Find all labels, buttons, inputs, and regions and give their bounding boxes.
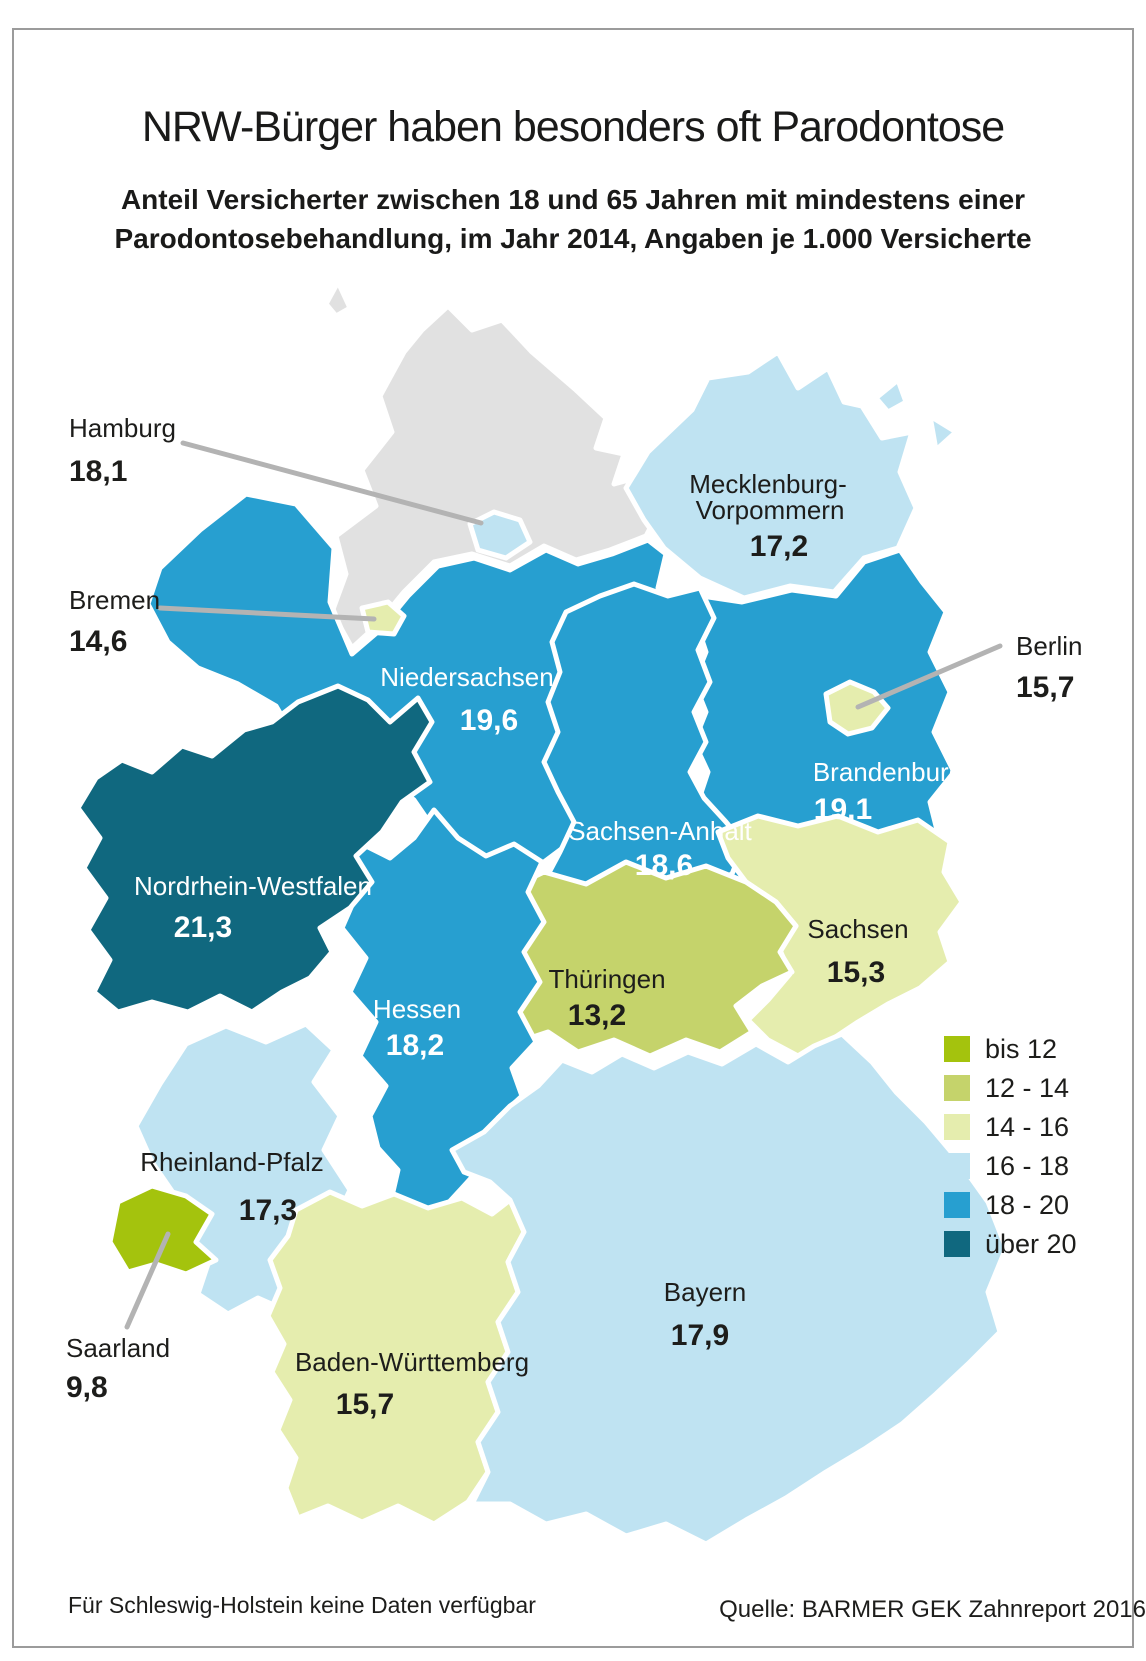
legend-swatch-14-16 (944, 1114, 970, 1140)
saarland-value: 9,8 (66, 1371, 108, 1404)
footnote: Für Schleswig-Holstein keine Daten verfü… (68, 1592, 536, 1618)
legend-label: 18 - 20 (985, 1190, 1070, 1220)
subtitle: Anteil Versicherter zwischen 18 und 65 J… (0, 180, 1146, 258)
legend-item-ueber-20: über 20 (944, 1229, 1077, 1259)
brandenburg-value: 19,1 (813, 793, 873, 826)
niedersachsen-value: 19,6 (459, 704, 519, 737)
legend-swatch-ueber-20 (944, 1231, 970, 1257)
berlin-callout-line (855, 643, 1003, 710)
legend-swatch-16-18 (944, 1153, 970, 1179)
baden-wuerttemberg-value: 15,7 (335, 1388, 395, 1421)
sachsen-anhalt-label: Sachsen-Anhalt (568, 816, 752, 846)
legend-label: 12 - 14 (985, 1073, 1070, 1103)
region-usedom-islet (927, 413, 959, 453)
source-credit: Quelle: BARMER GEK Zahnreport 2016 (719, 1596, 1146, 1623)
bremen-label: Bremen (69, 585, 161, 615)
legend-label: über 20 (985, 1229, 1077, 1259)
baden-wuerttemberg-label: Baden-Württemberg (294, 1347, 530, 1377)
page-title: NRW-Bürger haben besonders oft Parodonto… (141, 103, 1005, 151)
region-schleswig-holstein (329, 303, 665, 651)
legend-swatch-12-14 (944, 1075, 970, 1101)
region-nordrhein-westfalen (75, 683, 435, 1015)
legend-item-18-20: 18 - 20 (944, 1190, 1077, 1220)
niedersachsen-label: Niedersachsen (380, 662, 554, 692)
legend-swatch-bis-12 (944, 1036, 970, 1062)
sachsen-anhalt-value: 18,6 (634, 849, 694, 882)
legend-label: 16 - 18 (985, 1151, 1070, 1181)
legend-item-14-16: 14 - 16 (944, 1112, 1077, 1142)
hamburg-callout-line (180, 440, 484, 526)
rheinland-pfalz-value: 17,3 (238, 1194, 298, 1227)
mecklenburg-vorpommern-value: 17,2 (749, 530, 809, 563)
region-ruegen-islet (873, 377, 909, 415)
saarland-callout-line (124, 1231, 171, 1330)
legend-item-16-18: 16 - 18 (944, 1151, 1077, 1181)
nordrhein-westfalen-label: Nordrhein-Westfalen (134, 871, 372, 901)
bremen-callout-line (157, 605, 377, 622)
bremen-value: 14,6 (69, 625, 128, 658)
region-bremen (359, 599, 407, 637)
legend-item-12-14: 12 - 14 (944, 1073, 1077, 1103)
bayern-label: Bayern (663, 1277, 747, 1307)
region-hamburg (467, 509, 533, 561)
sachsen-label: Sachsen (807, 914, 909, 944)
rheinland-pfalz-label: Rheinland-Pfalz (140, 1147, 324, 1177)
bayern-value: 17,9 (670, 1319, 730, 1352)
legend: bis 12 12 - 14 14 - 16 16 - 18 18 - 20 ü… (944, 1034, 1077, 1259)
legend-label: bis 12 (985, 1034, 1058, 1064)
hessen-value: 18,2 (385, 1029, 445, 1062)
subtitle-line-1: Anteil Versicherter zwischen 18 und 65 J… (120, 184, 1026, 215)
region-thueringen (487, 859, 799, 1059)
nordrhein-westfalen-value: 21,3 (173, 911, 233, 944)
mecklenburg-vorpommern-label-line2: Vorpommern (695, 495, 845, 525)
legend-item-bis-12: bis 12 (944, 1034, 1077, 1064)
thueringen-label: Thüringen (548, 964, 666, 994)
legend-swatch-18-20 (944, 1192, 970, 1218)
hessen-label: Hessen (372, 994, 462, 1024)
region-saarland (107, 1183, 219, 1277)
hamburg-value: 18,1 (69, 455, 128, 488)
berlin-value: 15,7 (1016, 671, 1075, 704)
brandenburg-label: Brandenburg (812, 757, 964, 787)
region-schleswig-holstein-islet (323, 279, 353, 319)
hamburg-label: Hamburg (69, 413, 176, 443)
mecklenburg-vorpommern-label-line1: Mecklenburg- (689, 469, 847, 499)
sachsen-value: 15,3 (826, 956, 886, 989)
saarland-label: Saarland (66, 1333, 171, 1363)
region-mecklenburg-vorpommern (623, 349, 919, 601)
legend-label: 14 - 16 (985, 1112, 1070, 1142)
berlin-label: Berlin (1016, 631, 1083, 661)
thueringen-value: 13,2 (567, 999, 627, 1032)
region-bayern (449, 1031, 1009, 1547)
subtitle-line-2: Parodontosebehandlung, im Jahr 2014, Ang… (114, 223, 1032, 254)
